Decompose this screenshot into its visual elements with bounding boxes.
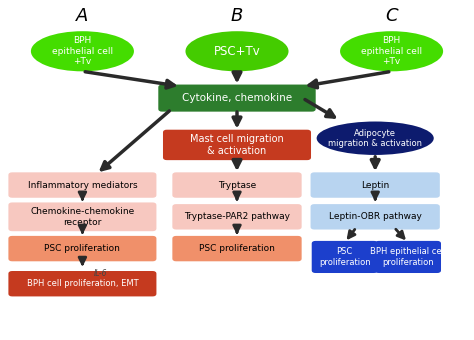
Ellipse shape (185, 31, 289, 71)
FancyBboxPatch shape (310, 204, 440, 230)
Text: Leptin: Leptin (361, 181, 389, 189)
Text: Tryptase: Tryptase (218, 181, 256, 189)
Text: Chemokine-chemokine
receptor: Chemokine-chemokine receptor (30, 207, 135, 226)
Text: PSC+Tv: PSC+Tv (214, 45, 260, 58)
Text: BPH epithelial cell
proliferation: BPH epithelial cell proliferation (370, 247, 446, 267)
FancyBboxPatch shape (173, 236, 301, 261)
Text: PSC
proliferation: PSC proliferation (319, 247, 371, 267)
Text: Adipocyte
migration & activation: Adipocyte migration & activation (328, 129, 422, 148)
Ellipse shape (317, 121, 434, 155)
FancyBboxPatch shape (173, 172, 301, 198)
Ellipse shape (340, 31, 443, 71)
FancyBboxPatch shape (310, 172, 440, 198)
FancyBboxPatch shape (9, 202, 156, 231)
FancyBboxPatch shape (163, 130, 311, 160)
Text: PSC proliferation: PSC proliferation (45, 244, 120, 253)
FancyBboxPatch shape (9, 271, 156, 296)
Text: BPH
epithelial cell
+Tv: BPH epithelial cell +Tv (361, 36, 422, 66)
Text: Cytokine, chemokine: Cytokine, chemokine (182, 93, 292, 103)
Ellipse shape (31, 31, 134, 71)
Text: Mast cell migration
& activation: Mast cell migration & activation (190, 134, 284, 156)
Text: Tryptase-PAR2 pathway: Tryptase-PAR2 pathway (184, 212, 290, 221)
FancyBboxPatch shape (375, 241, 441, 273)
Text: B: B (231, 7, 243, 25)
Text: BPH cell proliferation, EMT: BPH cell proliferation, EMT (27, 279, 138, 288)
Text: PSC proliferation: PSC proliferation (199, 244, 275, 253)
Text: A: A (76, 7, 89, 25)
Text: Leptin-OBR pathway: Leptin-OBR pathway (329, 212, 422, 221)
FancyBboxPatch shape (312, 241, 378, 273)
Text: BPH
epithelial cell
+Tv: BPH epithelial cell +Tv (52, 36, 113, 66)
FancyBboxPatch shape (158, 85, 316, 112)
Text: IL-6: IL-6 (94, 269, 108, 277)
FancyBboxPatch shape (173, 204, 301, 230)
FancyBboxPatch shape (9, 172, 156, 198)
FancyBboxPatch shape (9, 236, 156, 261)
Text: C: C (385, 7, 398, 25)
Text: Inflammatory mediators: Inflammatory mediators (27, 181, 137, 189)
